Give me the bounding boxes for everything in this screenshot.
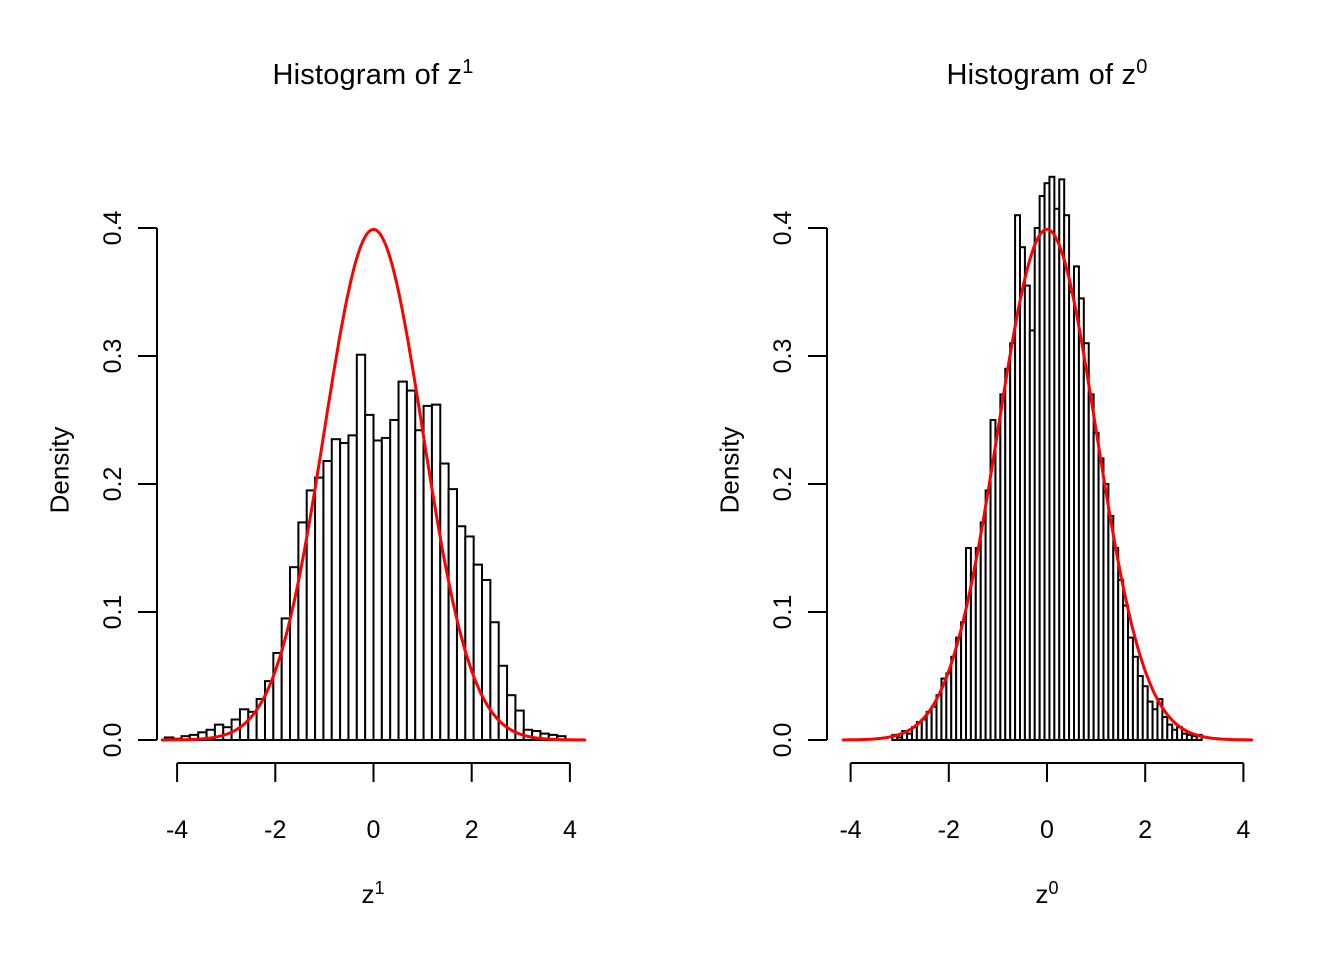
y-tick-label: 0.2 — [99, 467, 127, 502]
x-tick-label: 0 — [1040, 816, 1054, 844]
histogram-bar — [414, 429, 425, 741]
x-axis: -4 -2 0 2 4 — [839, 762, 1250, 844]
histogram-bar — [464, 535, 475, 741]
histogram-bars — [163, 353, 567, 742]
y-tick-label: 0.4 — [769, 211, 797, 246]
y-tick-label: 0.4 — [99, 211, 127, 246]
y-tick-label: 0.3 — [769, 339, 797, 374]
histogram-bar — [514, 709, 525, 741]
histogram-bars — [891, 175, 1203, 742]
x-tick-label: -4 — [839, 816, 861, 844]
x-axis: -4 -2 0 2 4 — [166, 762, 577, 844]
plot2-xlabel-text: z — [1035, 879, 1049, 909]
histogram-bar — [380, 436, 392, 741]
plot2-xlabel: z0 — [1035, 878, 1058, 910]
histogram-bar — [322, 459, 333, 741]
histogram-bar — [489, 621, 500, 741]
plot2-xlabel-superscript: 0 — [1048, 878, 1059, 898]
plot1-title: Histogram of z1 — [272, 56, 473, 92]
histogram-bar — [389, 419, 400, 741]
histogram-bar — [372, 439, 383, 741]
histogram-bar — [430, 403, 442, 741]
y-tick-label: 0.1 — [769, 595, 797, 630]
histogram-bar — [506, 694, 517, 742]
y-tick-label: 0.0 — [769, 723, 797, 758]
histogram-bar — [314, 476, 325, 741]
histogram-bar — [481, 579, 492, 741]
plot2-ylabel: Density — [714, 426, 745, 514]
plot1-title-superscript: 1 — [462, 56, 474, 78]
plot1-xlabel-superscript: 1 — [374, 878, 385, 898]
y-axis: 0.0 0.1 0.2 0.3 0.4 — [769, 211, 828, 758]
histogram-bar — [397, 380, 408, 741]
x-tick-label: -2 — [264, 816, 286, 844]
y-axis: 0.0 0.1 0.2 0.3 0.4 — [99, 211, 158, 758]
left-plot: 0.0 0.1 0.2 0.3 0.4 -4 -2 0 2 4 — [99, 211, 587, 844]
histogram-bar — [330, 438, 342, 741]
y-tick-label: 0.3 — [99, 339, 127, 374]
normal-density-curve — [160, 228, 587, 742]
normal-density-curve — [841, 227, 1254, 742]
plot1-title-text: Histogram of z — [272, 59, 463, 91]
y-tick-label: 0.1 — [99, 595, 127, 630]
x-tick-label: 2 — [465, 816, 479, 844]
plot2-title: Histogram of z0 — [946, 56, 1147, 92]
x-tick-label: 0 — [367, 816, 381, 844]
x-tick-label: -4 — [166, 816, 188, 844]
plot2-title-superscript: 0 — [1136, 56, 1148, 78]
x-tick-label: 4 — [1236, 816, 1250, 844]
plot1-ylabel: Density — [44, 426, 75, 514]
x-tick-label: -2 — [938, 816, 960, 844]
histogram-bar — [439, 462, 450, 741]
histogram-bar — [497, 664, 509, 742]
y-tick-label: 0.2 — [769, 467, 797, 502]
y-tick-label: 0.0 — [99, 723, 127, 758]
plot1-xlabel-text: z — [361, 879, 375, 909]
histogram-bar — [364, 413, 375, 741]
histogram-bar — [355, 353, 367, 741]
histogram-bar — [339, 442, 350, 741]
x-tick-label: 2 — [1138, 816, 1152, 844]
plot1-xlabel: z1 — [361, 878, 384, 910]
histogram-bar — [472, 563, 484, 742]
histogram-bar — [347, 434, 358, 741]
histogram-bar — [405, 389, 417, 741]
plot2-title-text: Histogram of z — [946, 59, 1137, 91]
x-tick-label: 4 — [563, 816, 577, 844]
right-plot: 0.0 0.1 0.2 0.3 0.4 -4 -2 0 2 4 — [769, 175, 1254, 844]
